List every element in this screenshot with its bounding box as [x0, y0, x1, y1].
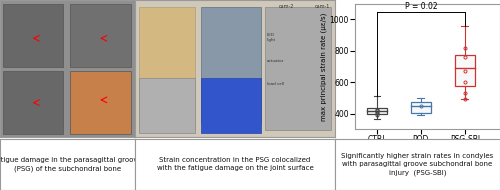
Text: cam-2: cam-2 [279, 4, 294, 9]
Bar [265, 7, 331, 130]
Bar [2, 71, 64, 134]
Bar [367, 108, 387, 114]
Text: load cell: load cell [267, 82, 284, 86]
Text: Fatigue damage in the parasagittal groove
(PSG) of the subchondral bone: Fatigue damage in the parasagittal groov… [0, 157, 142, 172]
Text: LED
light: LED light [267, 33, 276, 42]
Bar [201, 7, 261, 123]
Text: P = 0.02: P = 0.02 [404, 2, 437, 11]
Bar [201, 78, 261, 133]
Bar [455, 55, 474, 86]
Bar [2, 4, 64, 67]
Text: Strain concentration in the PSG colocalized
with the fatigue damage on the joint: Strain concentration in the PSG colocali… [156, 157, 314, 171]
Bar [70, 4, 131, 67]
Bar [139, 78, 195, 133]
Bar [411, 102, 431, 113]
Text: actuator: actuator [267, 59, 284, 63]
Bar [70, 71, 131, 134]
Y-axis label: max principal strain rate (με/s): max principal strain rate (με/s) [320, 12, 326, 121]
Text: Significantly higher strain rates in condyles
with parasagittal groove subchondr: Significantly higher strain rates in con… [342, 153, 494, 176]
Text: cam-1: cam-1 [315, 4, 330, 9]
Bar [139, 7, 195, 130]
